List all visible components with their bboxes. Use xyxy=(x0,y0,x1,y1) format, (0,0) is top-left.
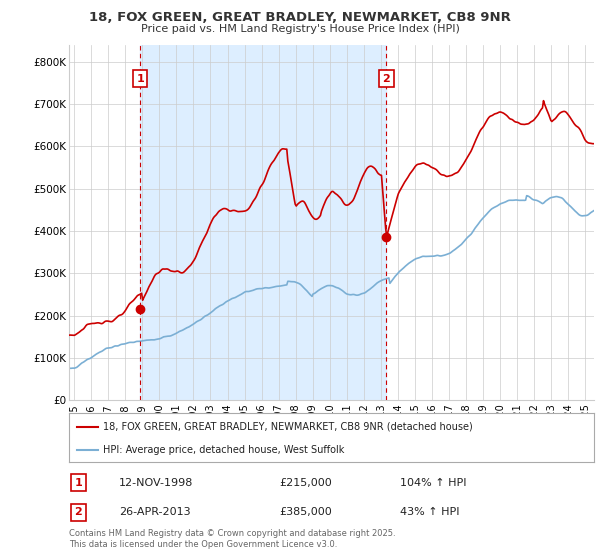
Bar xyxy=(140,45,386,400)
Text: 1: 1 xyxy=(136,74,144,83)
Text: 2: 2 xyxy=(383,74,390,83)
Text: Price paid vs. HM Land Registry's House Price Index (HPI): Price paid vs. HM Land Registry's House … xyxy=(140,24,460,34)
Text: 18, FOX GREEN, GREAT BRADLEY, NEWMARKET, CB8 9NR (detached house): 18, FOX GREEN, GREAT BRADLEY, NEWMARKET,… xyxy=(103,422,473,432)
Text: Contains HM Land Registry data © Crown copyright and database right 2025.
This d: Contains HM Land Registry data © Crown c… xyxy=(69,529,395,549)
Text: 1: 1 xyxy=(74,478,82,488)
Text: 18, FOX GREEN, GREAT BRADLEY, NEWMARKET, CB8 9NR: 18, FOX GREEN, GREAT BRADLEY, NEWMARKET,… xyxy=(89,11,511,24)
Text: 104% ↑ HPI: 104% ↑ HPI xyxy=(400,478,466,488)
Text: £385,000: £385,000 xyxy=(279,507,332,517)
Text: 12-NOV-1998: 12-NOV-1998 xyxy=(119,478,193,488)
Text: 2: 2 xyxy=(74,507,82,517)
Text: 26-APR-2013: 26-APR-2013 xyxy=(119,507,191,517)
Text: HPI: Average price, detached house, West Suffolk: HPI: Average price, detached house, West… xyxy=(103,445,344,455)
Text: £215,000: £215,000 xyxy=(279,478,332,488)
Text: 43% ↑ HPI: 43% ↑ HPI xyxy=(400,507,459,517)
